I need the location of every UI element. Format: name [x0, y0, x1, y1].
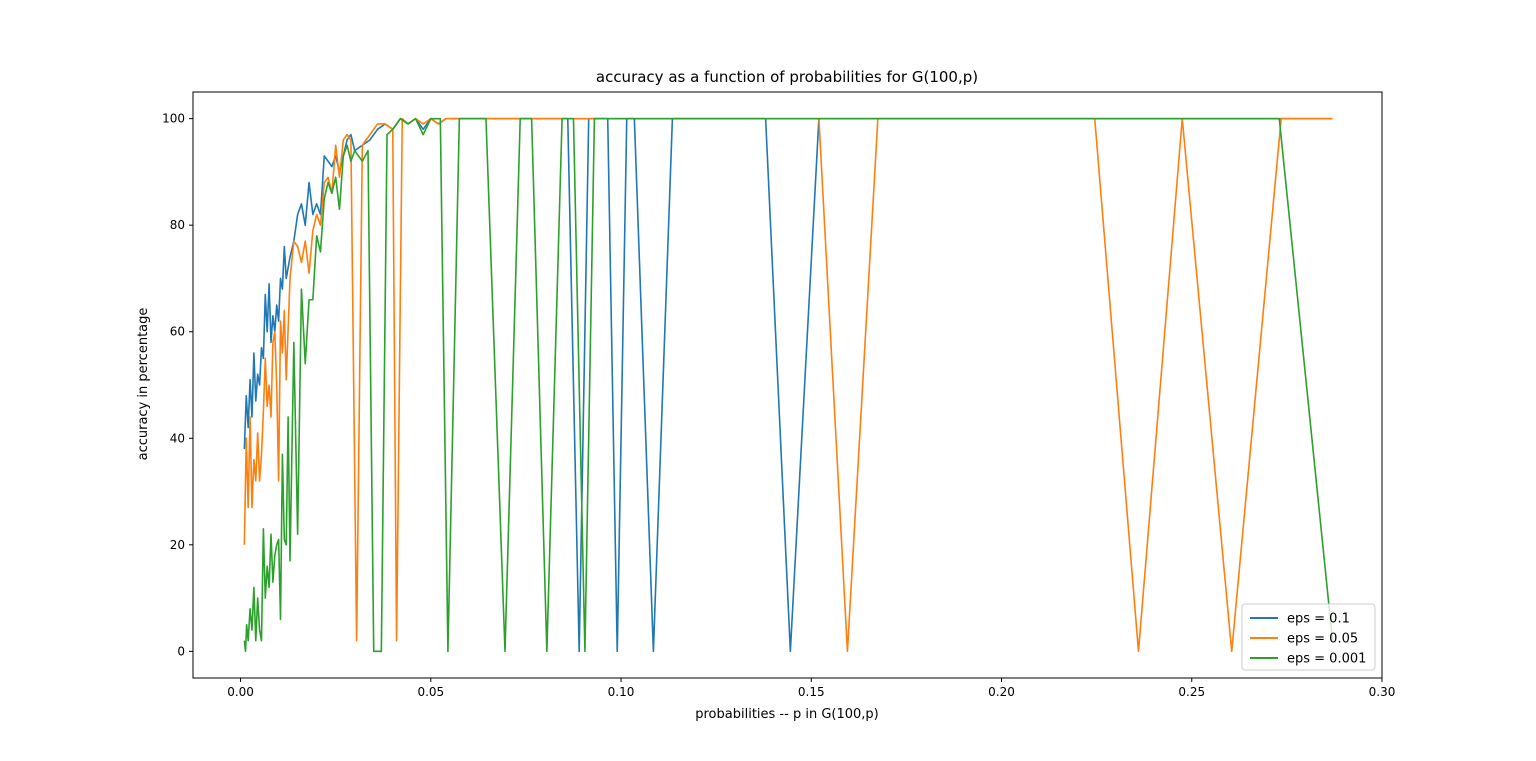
y-tick-label: 0	[177, 644, 185, 658]
legend-box	[1241, 603, 1376, 671]
legend-label: eps = 0.001	[1287, 652, 1366, 667]
legend-label: eps = 0.1	[1287, 612, 1350, 627]
legend-label: eps = 0.05	[1287, 632, 1358, 647]
x-axis-label: probabilities -- p in G(100,p)	[695, 707, 878, 722]
series-line-0	[243, 117, 1333, 653]
x-tick-label: 0.20	[988, 685, 1015, 699]
x-tick-label: 0.00	[227, 685, 254, 699]
x-axis-ticks: 0.00 0.05 0.10 0.15 0.20 0.25 0.30	[227, 678, 1395, 699]
legend: eps = 0.1 eps = 0.05 eps = 0.001	[1241, 603, 1376, 671]
series-lines	[243, 117, 1334, 653]
y-tick-label: 40	[170, 431, 185, 445]
chart-title: accuracy as a function of probabilities …	[596, 68, 978, 86]
plot-area	[192, 91, 1383, 679]
y-tick-label: 80	[170, 218, 185, 232]
y-tick-label: 20	[170, 538, 185, 552]
x-tick-label: 0.05	[417, 685, 444, 699]
y-tick-label: 100	[162, 112, 185, 126]
y-axis-label: accuracy in percentage	[136, 308, 151, 461]
y-tick-label: 60	[170, 325, 185, 339]
x-tick-label: 0.30	[1369, 685, 1396, 699]
series-line-1	[243, 117, 1333, 653]
x-tick-label: 0.10	[608, 685, 635, 699]
x-tick-label: 0.25	[1178, 685, 1205, 699]
y-axis-ticks: 0 20 40 60 80 100	[162, 112, 193, 658]
x-tick-label: 0.15	[798, 685, 825, 699]
axes-frame	[192, 91, 1383, 679]
series-line-2	[243, 117, 1334, 653]
